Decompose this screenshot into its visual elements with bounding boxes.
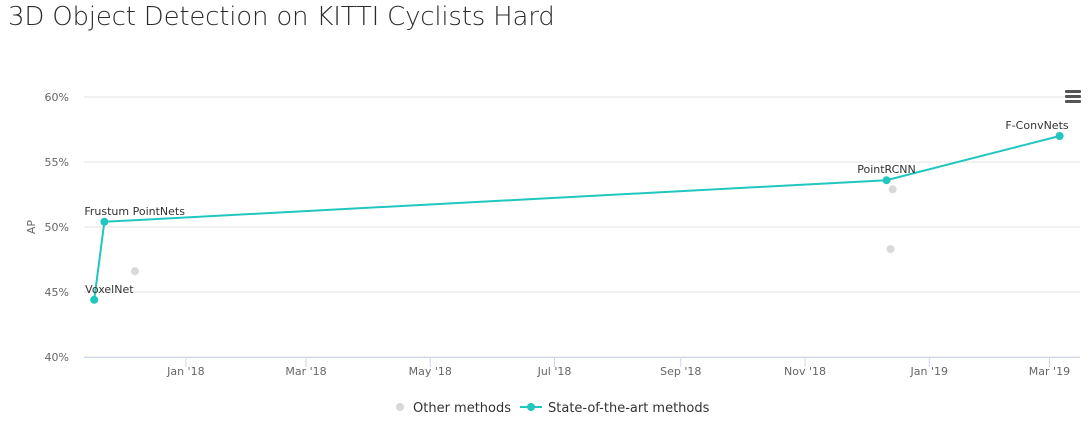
- other-method-point[interactable]: [888, 185, 897, 194]
- sota-point[interactable]: [882, 176, 891, 185]
- sota-point-label: F-ConvNets: [1005, 119, 1068, 132]
- x-tick-label: Jul '18: [537, 365, 572, 378]
- x-tick-label: Jan '18: [166, 365, 204, 378]
- y-axis-ticks: 40% 45% 50% 55% 60%: [45, 91, 69, 364]
- grid-lines: [84, 96, 1080, 358]
- sota-point-label: VoxelNet: [85, 283, 134, 296]
- legend-sota-marker: [527, 403, 535, 411]
- legend-sota-label: State-of-the-art methods: [548, 401, 710, 416]
- y-tick-label: 55%: [45, 156, 69, 169]
- y-axis-title: AP: [25, 220, 38, 235]
- other-method-point[interactable]: [130, 267, 139, 276]
- point-labels: VoxelNet Frustum PointNets PointRCNN F-Conv…: [84, 119, 1069, 296]
- sota-point-label: Frustum PointNets: [84, 205, 185, 218]
- x-tick-label: Sep '18: [660, 365, 701, 378]
- legend-other-label: Other methods: [413, 401, 511, 416]
- sota-point[interactable]: [100, 217, 109, 226]
- legend-other-marker: [396, 403, 404, 411]
- legend: Other methods State-of-the-art methods: [396, 401, 710, 416]
- page-title: 3D Object Detection on KITTI Cyclists Ha…: [8, 2, 555, 32]
- y-tick-label: 60%: [45, 91, 69, 104]
- legend-item-sota[interactable]: State-of-the-art methods: [520, 401, 710, 416]
- legend-item-other[interactable]: Other methods: [396, 401, 511, 416]
- y-tick-label: 45%: [45, 286, 69, 299]
- x-axis-ticks: Jan '18 Mar '18 May '18 Jul '18 Sep '18 Nov '…: [166, 357, 1070, 378]
- sota-line: [93, 135, 1060, 300]
- other-methods-series: [130, 185, 897, 276]
- hamburger-menu-icon[interactable]: [1063, 90, 1083, 108]
- y-tick-label: 40%: [45, 351, 69, 364]
- x-tick-label: Nov '18: [784, 365, 826, 378]
- other-method-point[interactable]: [886, 245, 895, 254]
- x-tick-label: Jan '19: [910, 365, 948, 378]
- x-tick-label: Mar '19: [1029, 365, 1070, 378]
- sota-point-label: PointRCNN: [857, 163, 916, 176]
- x-tick-label: Mar '18: [285, 365, 326, 378]
- sota-point[interactable]: [90, 295, 99, 304]
- sota-series: [90, 132, 1064, 304]
- sota-point[interactable]: [1055, 132, 1064, 140]
- x-tick-label: May '18: [409, 365, 452, 378]
- y-tick-label: 50%: [45, 221, 69, 234]
